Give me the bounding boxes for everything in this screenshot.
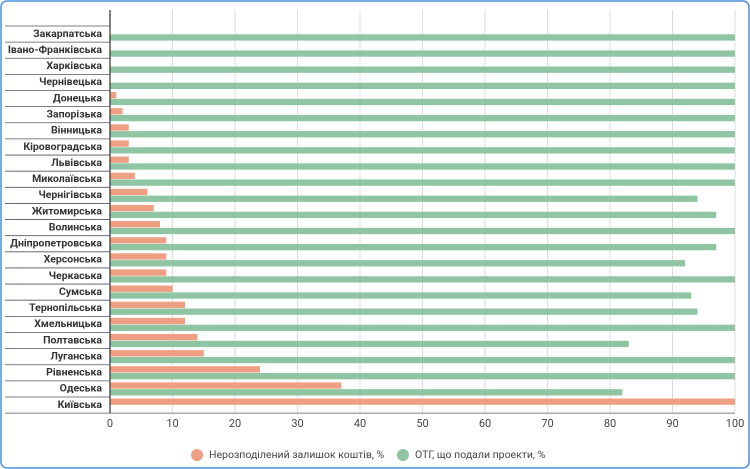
y-tick-label: Вінницька [51,124,102,137]
bar [110,221,160,228]
bar [110,147,735,154]
y-tick-label: Дніпропетровська [10,237,102,250]
bar [110,382,342,389]
x-tick-label: 30 [291,417,303,430]
y-tick-label: Одеська [60,382,103,395]
y-tick-label: Луганська [50,349,102,362]
x-tick-label: 90 [666,417,678,430]
x-tick-label: 70 [541,417,553,430]
bar [110,92,117,99]
bar [110,179,735,186]
legend-marker [397,449,409,461]
bar [110,373,735,380]
y-tick-label: Івано-Франківська [8,43,103,56]
x-tick-label: 60 [479,417,491,430]
y-tick-label: Харківська [46,59,102,72]
bar [110,317,185,325]
bar [110,260,685,267]
y-tick-label: Рівненська [46,366,102,379]
y-tick-label: Черкаська [49,269,103,282]
bar [110,301,185,309]
x-tick-label: 50 [416,417,428,430]
x-tick-label: 100 [726,417,745,430]
y-tick-label: Запорізька [47,107,103,120]
y-tick-label: Полтавська [43,333,102,346]
y-tick-label: Хмельницька [34,317,102,330]
bar [110,188,148,196]
y-tick-label: Донецька [53,91,102,104]
bar [110,253,167,260]
bar [110,389,623,396]
bar [110,350,204,357]
y-tick-label: Херсонська [44,253,103,266]
bar [110,98,735,106]
bar [110,366,260,373]
bar [110,108,123,115]
bar [110,131,735,138]
y-tick-label: Чернівецька [39,75,102,88]
bar [110,204,154,212]
bar [110,356,735,364]
bar [110,172,135,179]
y-tick-label: Житомирська [32,204,103,217]
y-tick-label: Волинська [49,220,103,233]
x-tick-label: 10 [166,417,178,430]
x-tick-label: 20 [229,417,241,430]
bar [110,82,735,89]
bar [110,156,129,163]
legend-label: ОТГ, що подали проекти, % [415,448,546,461]
bar [110,114,735,122]
bar [110,34,735,41]
bar [110,237,167,244]
bar [110,340,629,348]
y-tick-label: Львівська [51,156,102,169]
bar [110,211,717,219]
bar [110,163,735,170]
y-tick-label: Київська [58,398,103,411]
bar [110,292,692,299]
y-tick-label: Сумська [59,285,102,298]
bar [110,276,735,283]
bar [110,195,698,202]
bar [110,50,735,57]
bar [110,333,198,341]
bar [110,243,717,251]
y-tick-label: Миколаївська [32,172,102,185]
x-tick-label: 0 [107,417,113,430]
y-tick-label: Кіровоградська [23,140,102,153]
bar [110,227,735,235]
bar [110,308,698,315]
bar [110,124,129,131]
y-tick-label: Тернопільська [29,301,102,314]
bar [110,66,735,73]
y-tick-label: Закарпатська [33,27,102,40]
y-tick-label: Чернігівська [38,188,102,201]
bar [110,269,167,276]
bar [110,285,173,292]
x-tick-label: 80 [604,417,616,430]
legend-label: Нерозподілений залишок коштів, % [209,448,385,461]
bar [110,324,735,331]
legend-marker [191,449,203,461]
bar [110,140,129,147]
x-tick-label: 40 [354,417,366,430]
bar [110,398,735,405]
